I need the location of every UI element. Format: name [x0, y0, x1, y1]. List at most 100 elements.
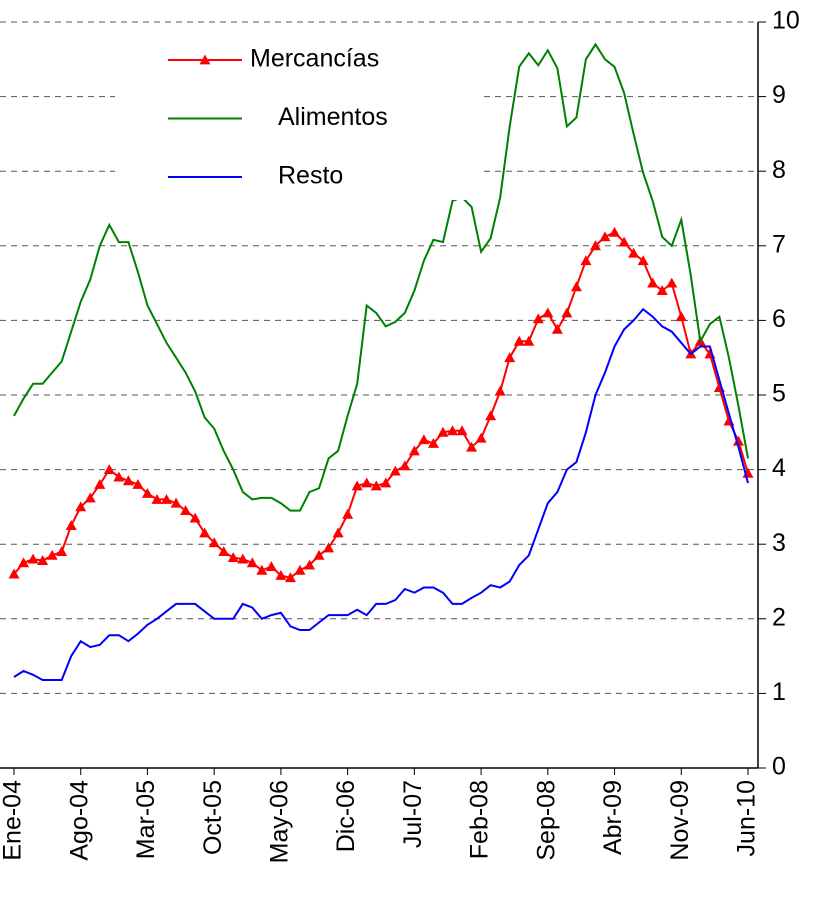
marker — [84, 492, 96, 503]
marker — [342, 508, 354, 519]
marker — [237, 553, 249, 564]
marker — [189, 512, 201, 523]
legend: Mercancías Alimentos Resto — [115, 35, 480, 200]
marker — [666, 277, 678, 288]
marker — [246, 557, 258, 568]
x-tick-label: Ene-04 — [0, 780, 27, 861]
marker — [265, 561, 277, 571]
marker — [37, 555, 49, 566]
series-line — [13, 307, 749, 681]
y-tick-label: 1 — [772, 678, 786, 706]
legend-label: Resto — [278, 162, 343, 190]
marker — [103, 464, 115, 474]
legend-label: Alimentos — [278, 103, 388, 131]
marker — [313, 549, 325, 560]
marker — [94, 479, 106, 489]
marker — [494, 385, 506, 396]
x-tick-label: Ago-04 — [65, 780, 93, 861]
x-tick-label: Oct-05 — [199, 780, 227, 855]
marker — [637, 255, 649, 266]
marker — [618, 236, 630, 247]
marker — [551, 323, 563, 334]
marker — [599, 231, 611, 242]
marker — [180, 505, 192, 516]
marker — [389, 465, 401, 476]
marker — [56, 546, 68, 557]
marker — [437, 426, 449, 437]
x-tick-label: Nov-09 — [666, 780, 694, 861]
x-tick-label: Jul-07 — [399, 780, 427, 848]
series-line — [13, 231, 749, 579]
marker — [208, 537, 220, 548]
marker — [199, 527, 211, 538]
marker — [65, 520, 77, 530]
marker — [218, 546, 230, 557]
marker — [427, 437, 439, 448]
x-tick-label: Feb-08 — [466, 780, 494, 859]
marker — [446, 425, 458, 436]
marker — [589, 240, 601, 251]
marker — [132, 479, 144, 489]
marker — [351, 480, 363, 491]
marker — [161, 493, 173, 504]
marker — [542, 307, 554, 318]
y-tick-label: 3 — [772, 529, 786, 557]
marker — [151, 493, 163, 504]
marker — [570, 281, 582, 292]
x-tick-label: Dic-06 — [332, 780, 360, 852]
marker — [8, 568, 20, 579]
marker — [532, 313, 544, 324]
marker — [475, 432, 487, 443]
marker — [399, 460, 411, 471]
y-tick-label: 6 — [772, 305, 786, 333]
legend-marker — [199, 54, 211, 65]
marker — [46, 549, 58, 560]
marker — [513, 335, 525, 346]
x-tick-label: May-06 — [266, 780, 294, 863]
marker — [113, 471, 125, 482]
x-tick-label: Abr-09 — [599, 780, 627, 855]
marker — [466, 441, 478, 452]
marker — [609, 226, 621, 237]
y-tick-label: 7 — [772, 230, 786, 258]
marker — [122, 475, 134, 486]
marker — [580, 255, 592, 266]
y-tick-label: 9 — [772, 81, 786, 109]
marker — [504, 352, 516, 363]
x-tick-label: Mar-05 — [132, 780, 160, 859]
marker — [656, 285, 668, 295]
marker — [675, 311, 687, 322]
marker — [647, 277, 659, 288]
marker — [408, 445, 420, 456]
y-tick-label: 5 — [772, 380, 786, 408]
marker — [418, 434, 430, 445]
marker — [323, 542, 335, 553]
marker — [275, 570, 287, 580]
marker — [361, 477, 373, 488]
x-tick-label: Jun-10 — [733, 780, 761, 856]
legend-label: Mercancías — [250, 45, 379, 73]
marker — [75, 501, 87, 512]
y-tick-label: 2 — [772, 603, 786, 631]
y-tick-label: 4 — [772, 454, 786, 482]
marker — [256, 564, 268, 575]
marker — [141, 487, 153, 498]
series-line — [13, 42, 749, 512]
marker — [456, 425, 468, 436]
marker — [18, 557, 30, 568]
x-tick-label: Sep-08 — [532, 780, 560, 861]
marker — [332, 527, 344, 538]
marker — [170, 497, 182, 508]
marker — [732, 435, 744, 446]
y-tick-label: 0 — [772, 753, 786, 781]
marker — [523, 335, 535, 346]
marker — [27, 553, 39, 564]
marker — [294, 564, 306, 575]
marker — [284, 572, 296, 583]
marker — [561, 307, 573, 318]
y-tick-label: 8 — [772, 156, 786, 184]
y-tick-label: 10 — [772, 7, 800, 35]
marker — [628, 247, 640, 258]
marker — [227, 552, 239, 563]
marker — [370, 480, 382, 491]
